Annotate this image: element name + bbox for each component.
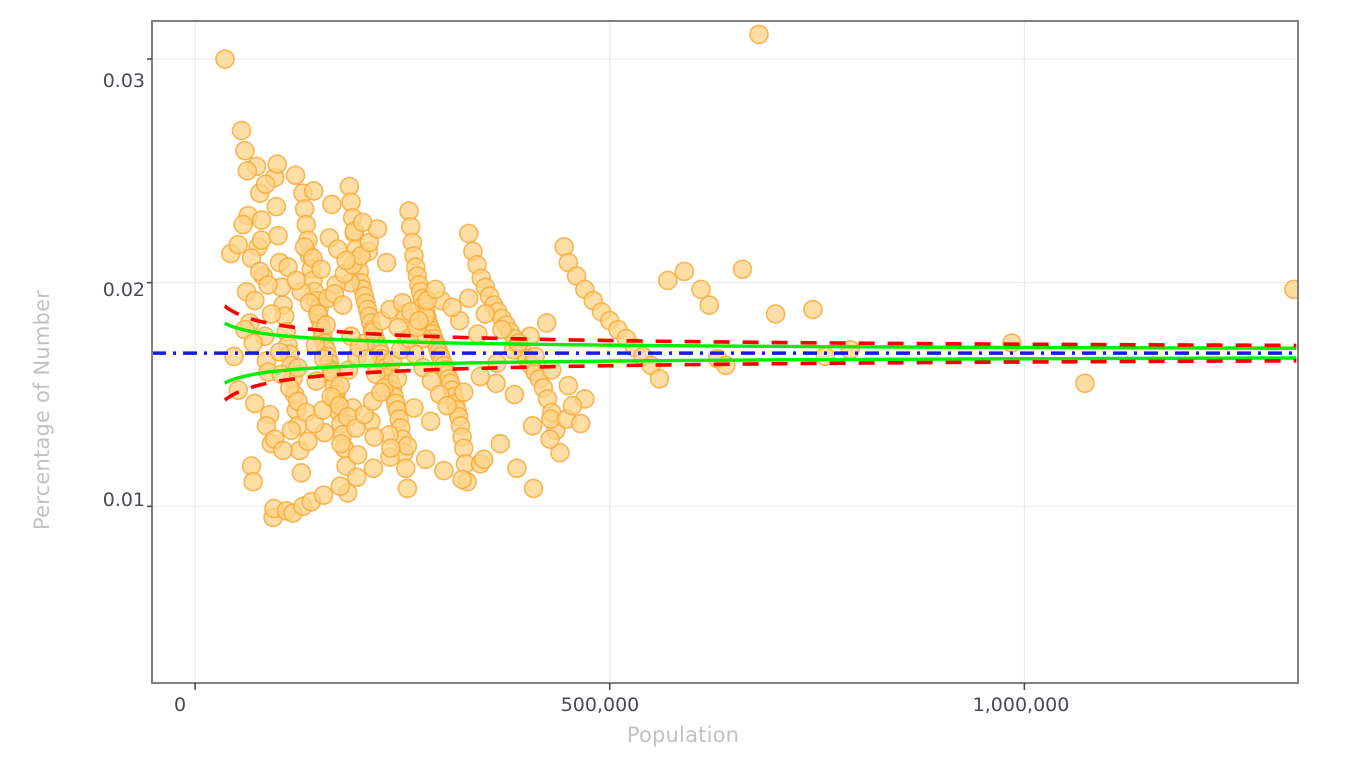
data-point [331, 433, 351, 454]
data-point [732, 259, 753, 280]
data-point [649, 369, 670, 389]
data-point [215, 49, 235, 69]
y-tick-label: 0.01 [102, 489, 145, 511]
data-point [473, 449, 494, 470]
data-point [258, 275, 278, 295]
data-point [468, 324, 488, 344]
data-point [371, 382, 391, 403]
x-tick-label: 500,000 [560, 694, 640, 716]
data-point [381, 438, 401, 458]
data-point [395, 458, 416, 479]
x-axis-title: Population [626, 723, 740, 747]
data-point [507, 458, 527, 479]
data-point [363, 458, 384, 479]
data-point [749, 24, 769, 45]
data-point [298, 431, 318, 452]
data-point [420, 411, 441, 432]
data-point [313, 485, 334, 505]
data-point [231, 120, 252, 141]
data-point [397, 436, 418, 456]
data-point [434, 460, 454, 481]
data-point [228, 234, 249, 255]
data-point [523, 478, 544, 499]
data-point [540, 429, 560, 450]
data-point [281, 420, 302, 441]
data-point [522, 416, 543, 436]
data-point [442, 297, 462, 318]
data-point [261, 304, 282, 324]
data-point [425, 279, 446, 300]
data-point [233, 214, 254, 235]
data-point [458, 288, 479, 309]
data-point [266, 196, 287, 217]
data-point [453, 382, 474, 403]
data-point [691, 279, 711, 300]
data-point [452, 469, 472, 490]
data-point [558, 375, 579, 396]
data-point [291, 462, 312, 483]
x-tick-label: 0 [173, 694, 187, 716]
data-point [243, 471, 263, 492]
data-point [245, 290, 265, 311]
data-point [255, 174, 276, 195]
data-point [286, 270, 307, 291]
data-point [251, 210, 272, 230]
data-point [674, 261, 695, 282]
data-point [803, 299, 823, 320]
tick-marks [147, 58, 1026, 690]
data-point [243, 333, 263, 353]
data-point [492, 319, 512, 340]
data-point [322, 194, 342, 215]
data-point [347, 445, 368, 465]
data-point [475, 304, 496, 324]
data-point [397, 478, 418, 499]
control-limit-upper-95 [223, 321, 1297, 350]
data-point [268, 225, 288, 246]
data-point [504, 384, 525, 405]
data-point [437, 395, 458, 416]
panel-border [151, 20, 1299, 684]
data-point [1284, 279, 1298, 300]
data-point [765, 304, 786, 324]
data-point [285, 165, 306, 186]
data-point [273, 440, 293, 461]
data-point [536, 313, 557, 333]
data-point [224, 346, 244, 367]
data-point [562, 395, 583, 416]
control-limit-curves [223, 304, 1297, 402]
data-point [550, 442, 570, 463]
data-point [657, 270, 678, 291]
data-point [541, 360, 562, 380]
data-point [251, 230, 272, 250]
data-point [1075, 373, 1095, 394]
data-point [364, 427, 385, 447]
data-point [570, 413, 591, 434]
data-point [490, 433, 511, 454]
data-point [470, 366, 491, 387]
data-point [237, 161, 258, 181]
x-tick-label: 1,000,000 [972, 694, 1070, 716]
data-point [409, 310, 429, 331]
y-tick-label: 0.03 [102, 70, 145, 92]
data-point [235, 140, 255, 161]
y-axis-title: Percentage of Number [30, 289, 54, 530]
data-point [458, 223, 479, 244]
data-point [332, 295, 353, 315]
y-tick-label: 0.02 [102, 279, 145, 301]
data-point [311, 259, 331, 280]
data-point [415, 449, 436, 470]
data-point [376, 252, 397, 273]
data-point [404, 398, 424, 418]
data-point [267, 154, 288, 174]
data-point [347, 467, 367, 488]
data-point [352, 212, 373, 233]
data-point [245, 393, 265, 414]
data-point [699, 295, 720, 315]
control-limit-lower-95 [223, 356, 1297, 385]
data-point [336, 250, 356, 271]
data-point [330, 476, 351, 496]
data-point [303, 181, 324, 201]
